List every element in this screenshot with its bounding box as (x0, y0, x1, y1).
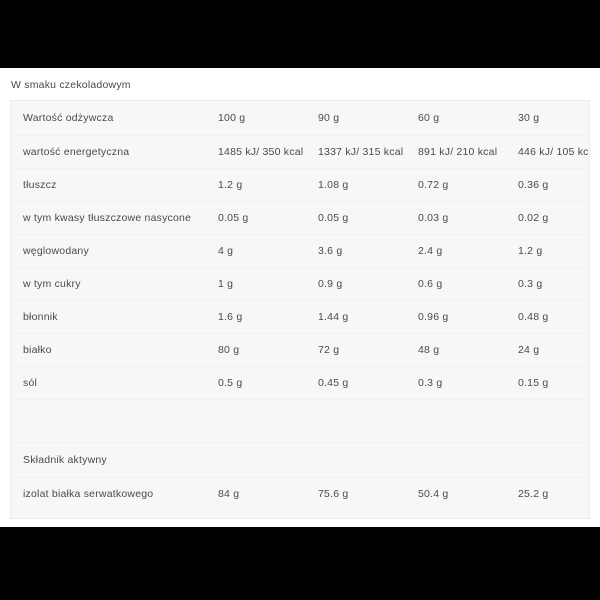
row-value-2: 0.05 g (318, 201, 418, 235)
flavour-note: W smaku czekoladowym (11, 79, 131, 91)
row-value-2: 1.08 g (318, 168, 418, 202)
row-label: w tym kwasy tłuszczowe nasycone (11, 201, 218, 235)
row-value-1: 0.5 g (218, 366, 318, 400)
row-value-1: 1.6 g (218, 300, 318, 334)
row-value-3: 48 g (418, 333, 518, 367)
active-ingredient-heading-pad-3 (418, 442, 518, 478)
row-label: tłuszcz (11, 168, 218, 202)
table-row: sól 0.5 g 0.45 g 0.3 g 0.15 g (11, 366, 589, 400)
nutrition-table: Wartość odżywcza 100 g 90 g 60 g 30 g wa… (11, 101, 589, 511)
row-value-3: 0.72 g (418, 168, 518, 202)
row-label: błonnik (11, 300, 218, 334)
row-value-3: 0.03 g (418, 201, 518, 235)
table-row: tłuszcz 1.2 g 1.08 g 0.72 g 0.36 g (11, 168, 589, 202)
spacer-value-4 (518, 399, 589, 443)
table-header-label: Wartość odżywcza (11, 101, 218, 136)
row-value-4: 446 kJ/ 105 kcal (518, 135, 589, 169)
row-value-1: 1.2 g (218, 168, 318, 202)
active-ingredient-heading-row: Składnik aktywny (11, 442, 589, 478)
table-header-row: Wartość odżywcza 100 g 90 g 60 g 30 g (11, 101, 589, 136)
row-value-4: 24 g (518, 333, 589, 367)
row-label: białko (11, 333, 218, 367)
row-value-3: 50.4 g (418, 488, 449, 500)
row-value-1: 0.05 g (218, 201, 318, 235)
table-header-value-4: 30 g (518, 101, 589, 136)
table-row: izolat białka serwatkowego 84 g 75.6 g 5… (11, 478, 589, 511)
row-label: wartość energetyczna (11, 135, 218, 169)
row-label: izolat białka serwatkowego (23, 488, 154, 500)
row-value-3: 0.96 g (418, 300, 518, 334)
row-value-1: 1 g (218, 267, 318, 301)
row-value-4: 1.2 g (518, 234, 589, 268)
table-spacer-row (11, 399, 589, 443)
row-value-4: 0.02 g (518, 201, 589, 235)
spacer-value-1 (218, 399, 318, 443)
row-value-3: 2.4 g (418, 234, 518, 268)
row-value-2: 1337 kJ/ 315 kcal (318, 135, 418, 169)
table-row: błonnik 1.6 g 1.44 g 0.96 g 0.48 g (11, 300, 589, 334)
table-row: w tym cukry 1 g 0.9 g 0.6 g 0.3 g (11, 267, 589, 301)
spacer-value-3 (418, 399, 518, 443)
row-value-2: 3.6 g (318, 234, 418, 268)
table-header-value-3: 60 g (418, 101, 518, 136)
letterbox-top (0, 0, 600, 68)
row-value-4: 0.15 g (518, 366, 589, 400)
row-value-3: 0.6 g (418, 267, 518, 301)
table-row: węglowodany 4 g 3.6 g 2.4 g 1.2 g (11, 234, 589, 268)
row-value-4: 25.2 g (518, 488, 549, 500)
row-value-4: 0.36 g (518, 168, 589, 202)
row-value-3: 891 kJ/ 210 kcal (418, 135, 518, 169)
row-value-4: 0.3 g (518, 267, 589, 301)
spacer-value-2 (318, 399, 418, 443)
row-value-2: 0.9 g (318, 267, 418, 301)
row-value-3: 0.3 g (418, 366, 518, 400)
row-label: w tym cukry (11, 267, 218, 301)
row-value-1: 80 g (218, 333, 318, 367)
row-value-2: 75.6 g (318, 488, 349, 500)
active-ingredient-heading-pad-1 (218, 442, 318, 478)
row-label: sól (11, 366, 218, 400)
spacer-label (11, 399, 218, 443)
row-value-2: 1.44 g (318, 300, 418, 334)
row-value-1: 84 g (218, 488, 240, 500)
row-value-1: 1485 kJ/ 350 kcal (218, 135, 318, 169)
table-header-value-1: 100 g (218, 101, 318, 136)
table-row: wartość energetyczna 1485 kJ/ 350 kcal 1… (11, 135, 589, 169)
table-row: białko 80 g 72 g 48 g 24 g (11, 333, 589, 367)
active-ingredient-heading: Składnik aktywny (11, 442, 218, 478)
table-header-value-2: 90 g (318, 101, 418, 136)
active-ingredient-heading-pad-2 (318, 442, 418, 478)
active-ingredient-heading-pad-4 (518, 442, 589, 478)
row-value-4: 0.48 g (518, 300, 589, 334)
row-value-1: 4 g (218, 234, 318, 268)
row-value-2: 0.45 g (318, 366, 418, 400)
letterbox-bottom (0, 527, 600, 600)
row-label: węglowodany (11, 234, 218, 268)
row-value-2: 72 g (318, 333, 418, 367)
page-content: W smaku czekoladowym Wartość odżywcza 10… (0, 68, 600, 527)
nutrition-panel: Wartość odżywcza 100 g 90 g 60 g 30 g wa… (10, 100, 590, 519)
table-row: w tym kwasy tłuszczowe nasycone 0.05 g 0… (11, 201, 589, 235)
